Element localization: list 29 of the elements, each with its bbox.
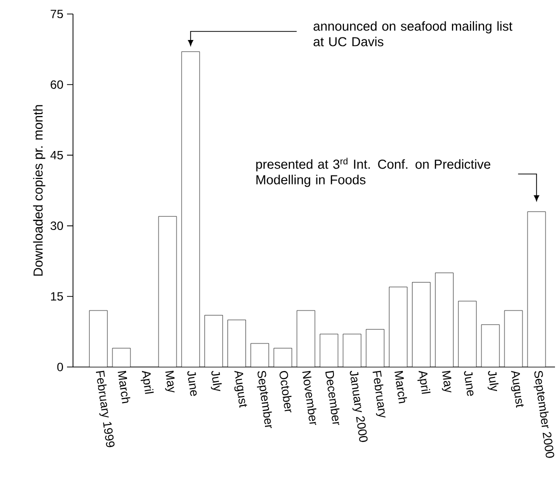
x-tick-label: May	[165, 370, 175, 392]
x-tick-label: September 2000	[534, 370, 554, 458]
x-tick-label: December	[325, 370, 340, 425]
y-tick-label: 45	[50, 151, 63, 160]
y-tick-label: 75	[50, 10, 63, 18]
x-tick-label: June	[464, 370, 474, 396]
y-tick-label: 30	[50, 222, 64, 230]
x-tick-label: August	[234, 370, 248, 408]
x-tick-label: May	[442, 370, 452, 392]
y-tick-label: 15	[51, 292, 63, 301]
x-tick-label: September	[256, 370, 272, 428]
x-tick-label: February	[372, 370, 386, 418]
x-tick-label: November	[302, 370, 316, 425]
y-tick-label: 60	[50, 80, 64, 89]
x-tick-label: June	[187, 370, 197, 396]
x-tick-label: April	[140, 370, 154, 394]
x-tick-label: March	[118, 370, 130, 404]
annotation: presented at 3$^{rd}$ Int. Conf. on Predictive Modelling in Foods	[256, 158, 490, 187]
x-tick-label: July	[488, 370, 498, 392]
x-tick-label: August	[511, 370, 524, 408]
x-tick-label: July	[210, 370, 222, 392]
y-tick-label: 0	[57, 362, 64, 372]
x-tick-label: October	[280, 371, 292, 412]
x-tick-label: April	[417, 370, 431, 394]
y-axis-title: Downloaded copies pr. month	[33, 105, 46, 276]
x-tick-label: March	[394, 370, 408, 404]
x-tick-label: February 1999	[96, 370, 115, 448]
x-tick-label: January 2000	[350, 370, 368, 442]
annotation: announced on seafood mailing list at UC Davis	[314, 21, 512, 46]
